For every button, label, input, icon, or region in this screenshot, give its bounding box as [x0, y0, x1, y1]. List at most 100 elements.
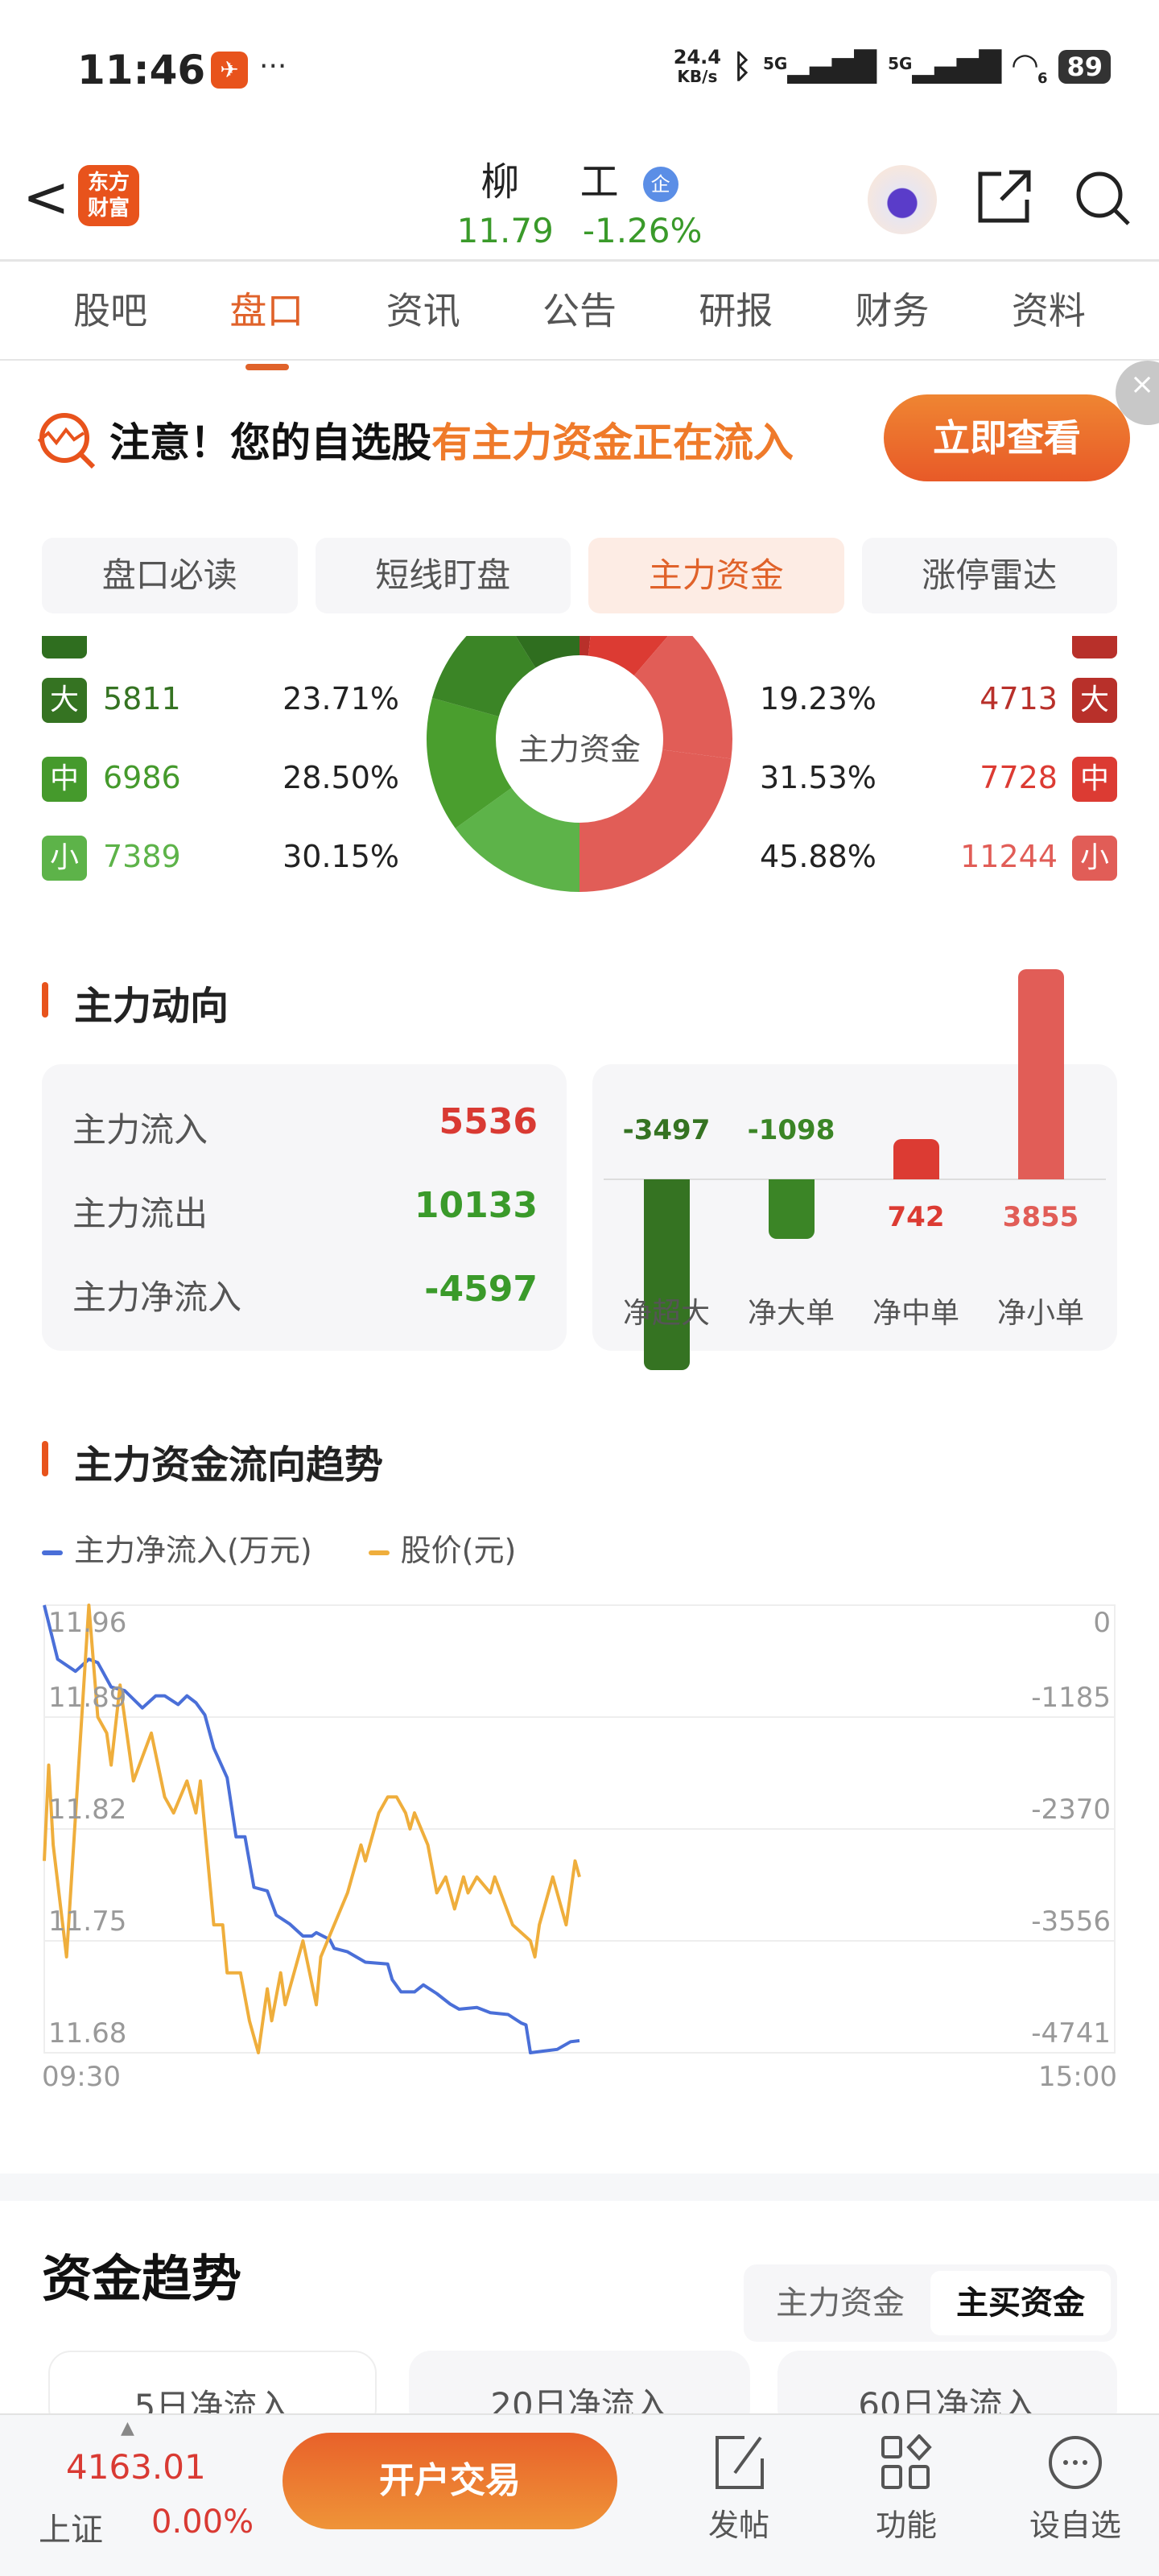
out-small-pct: 30.15% [283, 839, 399, 874]
legend-swatch [368, 1550, 390, 1555]
badge-in-mid: 中 [1072, 757, 1117, 802]
badge-in-small: 小 [1072, 836, 1117, 881]
view-now-button[interactable]: 立即查看 [884, 394, 1130, 481]
donut-center-label: 主力资金 [518, 732, 641, 767]
left-axis-tick: 11.68 [48, 2017, 127, 2050]
series-line-price [43, 1604, 581, 2054]
section-title-trend: 主力资金流向趋势 [42, 1433, 383, 1489]
divider [0, 359, 1159, 361]
status-time: 11:46 [77, 47, 206, 93]
bar-3 [1018, 968, 1064, 1179]
stock-quote: 11.79 -1.26% [0, 211, 1159, 250]
main-tabs: 股吧 盘口 资讯 公告 研报 财务 资料 [0, 282, 1159, 370]
bluetooth-icon: ᛒ [732, 48, 752, 85]
bar-value-label: -1098 [747, 1114, 835, 1146]
toggle-active-buy-funds[interactable]: 主买资金 [930, 2271, 1111, 2335]
right-axis-tick: -3556 [1031, 1905, 1111, 1938]
expand-up-icon[interactable]: ▲ [121, 2418, 134, 2438]
subtab-main-funds[interactable]: 主力资金 [588, 538, 844, 613]
legend-swatch [42, 1550, 63, 1555]
right-axis-tick: 0 [1093, 1607, 1111, 1639]
outflow-value: 10133 [414, 1185, 538, 1226]
signal-label-2: 5G [888, 53, 913, 73]
tab-news[interactable]: 资讯 [386, 289, 460, 332]
toggle-main-funds[interactable]: 主力资金 [776, 2285, 905, 2322]
nav-functions-label: 功能 [875, 2508, 937, 2543]
nav-post-label: 发帖 [707, 2508, 769, 2543]
x-axis-tick-end: 15:00 [1038, 2061, 1117, 2093]
bar-baseline [604, 1179, 1106, 1180]
legend-price: 股价(元) [368, 1525, 517, 1570]
bar-value-label: 742 [887, 1201, 945, 1233]
badge-in-large: 大 [1072, 678, 1117, 723]
subtab-limit-up-radar[interactable]: 涨停雷达 [861, 538, 1117, 613]
badge-in-super [1072, 636, 1117, 658]
fund-donut-chart [427, 636, 732, 892]
ai-assistant-avatar[interactable] [868, 165, 937, 234]
nav-functions[interactable]: 功能 [850, 2434, 963, 2545]
edit-icon [716, 2436, 764, 2489]
nav-post[interactable]: 发帖 [683, 2434, 795, 2545]
wifi-label: 6 [1037, 70, 1048, 87]
divider [0, 259, 1159, 262]
sub-tabs: 盘口必读 短线盯盘 主力资金 涨停雷达 [42, 538, 1117, 613]
index-name[interactable]: 上证 [39, 2512, 103, 2549]
in-mid-amount: 7728 [980, 760, 1058, 795]
close-banner-button[interactable]: × [1116, 361, 1159, 425]
chart-legend: 主力净流入(万元) 股价(元) [42, 1525, 516, 1570]
tab-guba[interactable]: 股吧 [73, 289, 148, 332]
donut-slice-in-large [588, 636, 668, 676]
bar-category-label: 净小单 [996, 1297, 1084, 1330]
search-icon[interactable] [1074, 169, 1132, 227]
subtab-must-read[interactable]: 盘口必读 [42, 538, 298, 613]
donut-slice-out-super [515, 636, 580, 668]
tab-announcements[interactable]: 公告 [542, 289, 617, 332]
section-title-main-direction: 主力动向 [42, 974, 229, 1030]
bar-0 [644, 1179, 690, 1370]
bar-value-label: -3497 [622, 1114, 711, 1146]
index-value[interactable]: 4163.01 [66, 2447, 206, 2487]
open-account-trade-button[interactable]: 开户交易 [283, 2433, 617, 2529]
index-change[interactable]: 0.00% [151, 2504, 254, 2541]
stock-title: 柳 工企 [0, 150, 1159, 206]
status-indicators: 24.4 KB/s ᛒ 5G▂▄▆█ 5G▂▄▆█ ◠6 89 [674, 47, 1111, 87]
right-axis-tick: -1185 [1031, 1682, 1111, 1714]
tab-pankou[interactable]: 盘口 [210, 282, 323, 370]
in-small-pct: 45.88% [760, 839, 876, 874]
bar-category-label: 净中单 [872, 1297, 959, 1330]
subtab-short-term[interactable]: 短线盯盘 [315, 538, 571, 613]
out-mid-amount: 6986 [103, 760, 181, 795]
bar-2 [893, 1138, 939, 1179]
stock-price: 11.79 [456, 211, 554, 250]
banner-text-highlight: 有主力资金正在流入 [431, 419, 794, 466]
bar-1 [769, 1179, 815, 1240]
outflow-label: 主力流出 [72, 1194, 208, 1233]
main-flow-card: 主力流入 5536 主力流出 10133 主力净流入 -4597 [42, 1064, 567, 1351]
tab-profile[interactable]: 资料 [1011, 289, 1086, 332]
share-icon[interactable] [977, 169, 1032, 224]
legend-label: 主力净流入(万元) [74, 1533, 312, 1568]
more-circle-icon [1049, 2436, 1102, 2489]
net-inflow-label: 主力净流入 [72, 1278, 242, 1317]
fund-distribution: 大 5811 23.71% 中 6986 28.50% 小 7389 30.15… [0, 636, 1159, 902]
tab-finance[interactable]: 财务 [855, 289, 930, 332]
trend-search-icon [37, 413, 96, 469]
left-axis-tick: 11.89 [48, 1682, 127, 1714]
donut-slice-out-large [431, 636, 536, 717]
enterprise-badge-icon: 企 [642, 167, 678, 202]
tab-research[interactable]: 研报 [699, 289, 773, 332]
app-notification-icon: ✈ [211, 52, 248, 89]
legend-label: 股价(元) [400, 1533, 517, 1568]
stock-change: -1.26% [582, 211, 703, 250]
badge-out-large: 大 [42, 678, 87, 723]
right-axis-tick: -4741 [1031, 2017, 1111, 2050]
back-button[interactable]: < [23, 164, 70, 230]
app-logo[interactable]: 东方财富 [78, 165, 139, 226]
signal-label: 5G [762, 53, 788, 73]
badge-out-mid: 中 [42, 757, 87, 802]
nav-add-watchlist[interactable]: 设自选 [1019, 2434, 1132, 2545]
fund-flow-trend-chart [43, 1604, 1116, 2054]
signal-icon: 5G▂▄▆█ [762, 50, 877, 84]
stock-name: 柳 工 [481, 159, 643, 204]
bar-category-label: 净超大 [622, 1297, 710, 1330]
